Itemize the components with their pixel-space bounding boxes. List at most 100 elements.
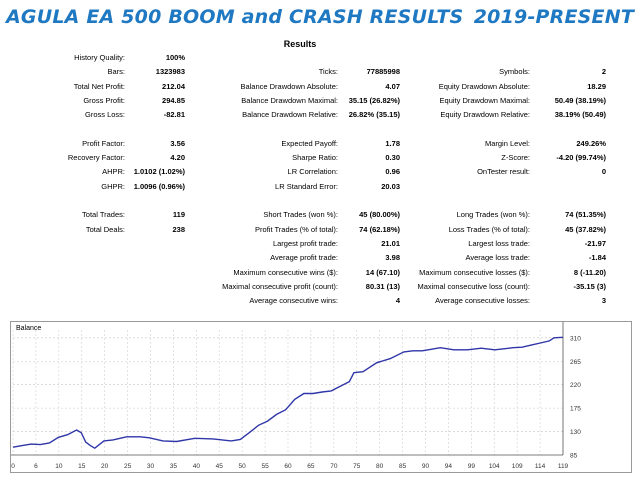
x-tick-label: 70 — [330, 463, 338, 470]
stat-value: 238 — [172, 224, 185, 234]
stat-label: Expected Payoff: — [281, 138, 338, 148]
y-tick-label: 175 — [570, 406, 581, 413]
y-tick-label: 85 — [570, 453, 578, 460]
stat-label: Gross Profit: — [83, 95, 125, 105]
x-tick-label: 114 — [535, 463, 546, 470]
stat-label: Z-Score: — [501, 153, 530, 163]
stat-value: 8 (-11.20) — [573, 267, 606, 277]
x-tick-label: 45 — [216, 463, 224, 470]
stat-value: -35.15 (3) — [573, 281, 606, 291]
x-tick-label: 99 — [468, 463, 476, 470]
stat-label: Balance Drawdown Absolute: — [240, 81, 338, 91]
stat-value: 45 (80.00%) — [359, 210, 400, 220]
stat-label: LR Correlation: — [287, 167, 338, 177]
stat-label: Balance Drawdown Maximal: — [241, 95, 338, 105]
stat-value: -82.81 — [163, 110, 185, 120]
x-tick-label: 50 — [239, 463, 247, 470]
x-tick-label: 20 — [101, 463, 109, 470]
y-tick-label: 310 — [570, 335, 581, 342]
stat-value: 4.07 — [385, 81, 400, 91]
stat-label: Average profit trade: — [270, 253, 338, 263]
stat-label: Average consecutive wins: — [249, 296, 338, 306]
stat-value: -1.84 — [588, 253, 606, 263]
report-title-right: 2019-PRESENT — [473, 6, 634, 28]
stat-label: Short Trades (won %): — [263, 210, 338, 220]
x-tick-label: 109 — [512, 463, 523, 470]
stat-value: 80.31 (13) — [365, 281, 400, 291]
balance-line — [12, 336, 564, 450]
x-tick-label: 40 — [193, 463, 201, 470]
stat-value: 74 (51.35%) — [565, 210, 606, 220]
results-heading: Results — [283, 39, 317, 49]
x-tick-label: 80 — [376, 463, 384, 470]
stat-value: 0.30 — [385, 153, 400, 163]
stat-label: Average consecutive losses: — [435, 296, 530, 306]
stat-value: 0 — [601, 167, 606, 177]
x-tick-label: 104 — [489, 463, 500, 470]
x-tick-label: 65 — [307, 463, 315, 470]
stat-label: Total Net Profit: — [73, 81, 125, 91]
stat-value: 14 (67.10) — [365, 267, 400, 277]
stat-label: Equity Drawdown Relative: — [440, 110, 530, 120]
stat-label: Ticks: — [318, 67, 338, 77]
stat-value: 1323983 — [155, 67, 185, 77]
stat-label: Maximal consecutive profit (count): — [222, 281, 338, 291]
stat-label: Sharpe Ratio: — [292, 153, 338, 163]
x-tick-label: 6 — [34, 463, 38, 470]
stat-value: 2 — [601, 67, 606, 77]
stat-value: 4 — [395, 296, 400, 306]
stat-value: 100% — [165, 53, 185, 62]
stat-value: 21.01 — [381, 238, 400, 248]
x-tick-label: 30 — [147, 463, 155, 470]
x-tick-label: 85 — [399, 463, 407, 470]
stat-value: 20.03 — [381, 181, 400, 191]
x-tick-label: 94 — [445, 463, 453, 470]
x-tick-label: 10 — [55, 463, 63, 470]
stat-label: Margin Level: — [484, 138, 530, 148]
stat-value: 294.85 — [162, 95, 185, 105]
stat-label: Profit Trades (% of total): — [255, 224, 338, 234]
chart-title: Balance — [16, 325, 42, 332]
stat-value: 1.78 — [385, 138, 400, 148]
stat-label: Total Deals: — [85, 224, 125, 234]
stat-label: Long Trades (won %): — [456, 210, 530, 220]
stat-label: History Quality: — [74, 53, 125, 62]
stat-label: LR Standard Error: — [275, 181, 338, 191]
stat-value: 212.04 — [162, 81, 185, 91]
stat-label: Largest loss trade: — [468, 238, 530, 248]
stat-value: 18.29 — [587, 81, 606, 91]
stat-label: Bars: — [107, 67, 125, 77]
stat-value: 45 (37.82%) — [565, 224, 606, 234]
stat-label: Maximal consecutive loss (count): — [417, 281, 530, 291]
stat-value: 50.49 (38.19%) — [554, 95, 606, 105]
stat-label: Maximum consecutive losses ($): — [419, 267, 530, 277]
y-tick-label: 220 — [570, 382, 581, 389]
stat-value: 26.82% (35.15) — [348, 110, 400, 120]
x-tick-label: 15 — [78, 463, 86, 470]
stat-label: Symbols: — [499, 67, 530, 77]
x-tick-label: 90 — [422, 463, 430, 470]
x-tick-label: 25 — [124, 463, 132, 470]
stat-label: Average loss trade: — [465, 253, 530, 263]
stat-label: Equity Drawdown Maximal: — [439, 95, 530, 105]
stat-label: Profit Factor: — [82, 138, 125, 148]
stat-label: Equity Drawdown Absolute: — [438, 81, 530, 91]
stat-label: Gross Loss: — [84, 110, 125, 120]
stat-value: 1.0096 (0.96%) — [133, 181, 185, 191]
y-tick-label: 130 — [570, 429, 581, 436]
stat-value: 0.96 — [385, 167, 400, 177]
stat-label: OnTester result: — [477, 167, 530, 177]
stat-value: 77885998 — [366, 67, 400, 77]
balance-chart-svg: 85 130 175 220 265 310 0 6 10 15 20 25 30 35 40 45 50 55 6… — [11, 322, 581, 470]
x-tick-label: 119 — [558, 463, 569, 470]
stat-label: Balance Drawdown Relative: — [242, 110, 338, 120]
stat-label: Loss Trades (% of total): — [448, 224, 530, 234]
stat-value: -4.20 (99.74%) — [556, 153, 606, 163]
x-tick-label: 75 — [353, 463, 361, 470]
stat-value: 3.98 — [385, 253, 400, 263]
stat-value: -21.97 — [584, 238, 606, 248]
stat-value: 249.26% — [576, 138, 606, 148]
stat-value: 35.15 (26.82%) — [348, 95, 400, 105]
x-tick-label: 55 — [261, 463, 269, 470]
stat-value: 38.19% (50.49) — [554, 110, 606, 120]
